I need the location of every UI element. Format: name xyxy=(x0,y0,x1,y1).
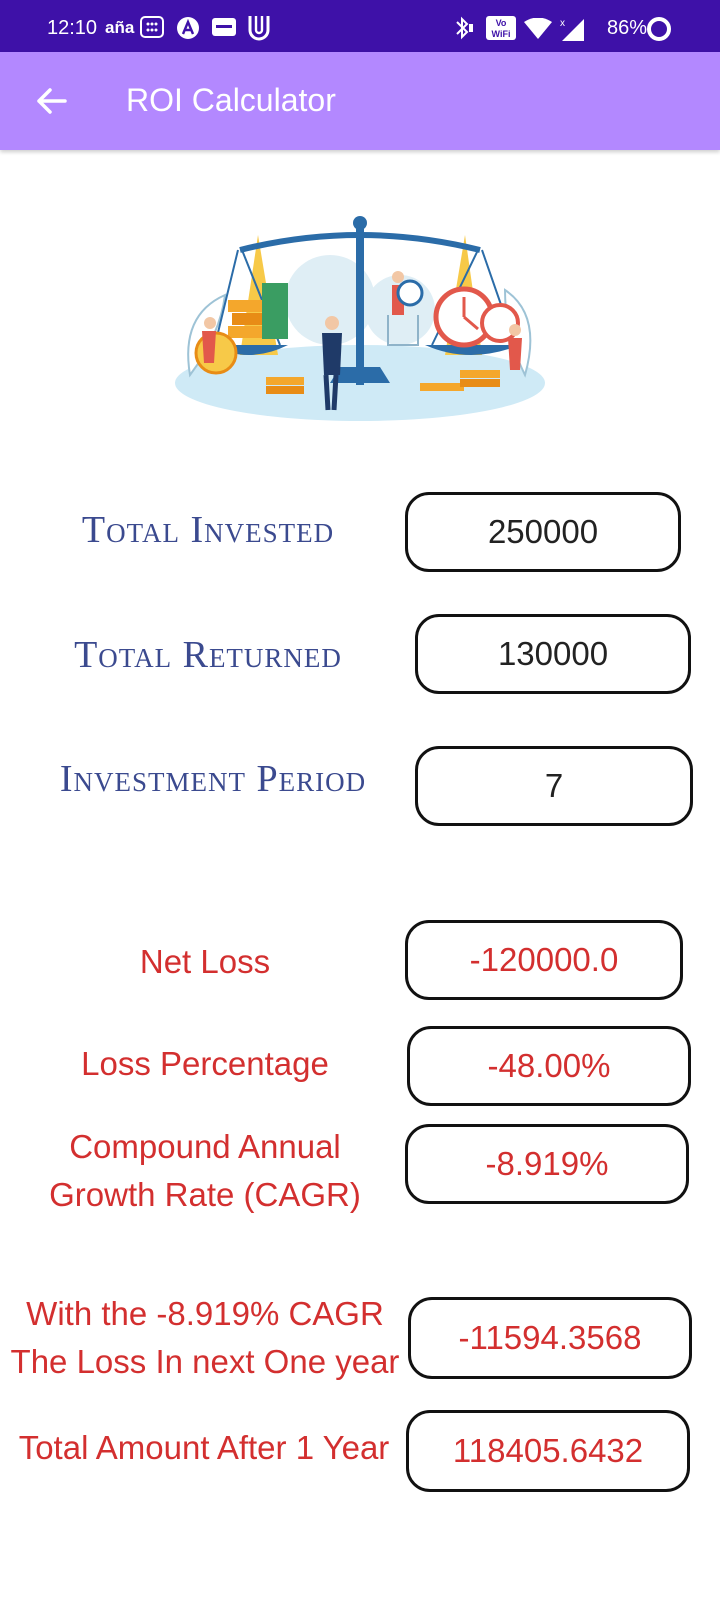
svg-text:x: x xyxy=(560,18,565,29)
status-bar: 12:10 aña Vo WiFi x 86% xyxy=(0,0,720,52)
loss-percentage-value: -48.00% xyxy=(407,1026,691,1106)
investment-period-field[interactable] xyxy=(415,746,693,826)
next-year-loss-label-line1: With the -8.919% CAGR xyxy=(26,1295,384,1332)
battery-ring-icon xyxy=(646,16,672,47)
total-invested-input[interactable] xyxy=(408,512,678,552)
next-year-loss-value: -11594.3568 xyxy=(408,1297,692,1379)
app-bar: ROI Calculator xyxy=(0,52,720,150)
cagr-label-line1: Compound Annual xyxy=(69,1128,341,1165)
loss-percentage-label: Loss Percentage xyxy=(81,1045,329,1082)
cagr-label-line2: Growth Rate (CAGR) xyxy=(49,1176,361,1213)
svg-text:WiFi: WiFi xyxy=(492,29,511,39)
u-app-icon xyxy=(246,12,272,49)
total-returned-field[interactable] xyxy=(415,614,691,694)
wifi-icon xyxy=(524,17,552,45)
page-title: ROI Calculator xyxy=(126,82,336,118)
total-after-year-value: 118405.6432 xyxy=(406,1410,690,1492)
balance-scale-illustration xyxy=(170,205,550,435)
net-loss-value: -120000.0 xyxy=(405,920,683,1000)
battery-percent: 86% xyxy=(607,17,648,39)
total-invested-field[interactable] xyxy=(405,492,681,572)
next-year-loss-label: With the -8.919% CAGR The Loss In next O… xyxy=(0,1290,410,1386)
bluetooth-icon xyxy=(452,16,474,45)
back-button[interactable] xyxy=(28,78,74,124)
net-loss-label: Net Loss xyxy=(139,943,271,980)
status-time: 12:10 xyxy=(47,17,98,39)
svg-text:Vo: Vo xyxy=(496,18,507,28)
grid-app-icon xyxy=(140,16,164,43)
investment-period-label: Investment Period xyxy=(59,758,367,800)
investment-period-input[interactable] xyxy=(418,766,690,806)
cagr-value: -8.919% xyxy=(405,1124,689,1204)
vowifi-icon: Vo WiFi xyxy=(486,16,516,45)
total-returned-label: Total Returned xyxy=(74,634,342,676)
arrow-left-icon xyxy=(37,88,67,114)
cagr-label: Compound Annual Growth Rate (CAGR) xyxy=(20,1123,390,1219)
a-app-icon xyxy=(176,16,200,45)
total-returned-input[interactable] xyxy=(418,634,688,674)
zomato-icon xyxy=(212,16,236,43)
total-invested-label: Total Invested xyxy=(81,509,335,551)
total-after-year-label: Total Amount After 1 Year xyxy=(18,1429,390,1466)
signal-icon: x xyxy=(558,16,586,47)
carrier-name: aña xyxy=(105,18,135,37)
next-year-loss-label-line2: The Loss In next One year xyxy=(10,1343,400,1380)
